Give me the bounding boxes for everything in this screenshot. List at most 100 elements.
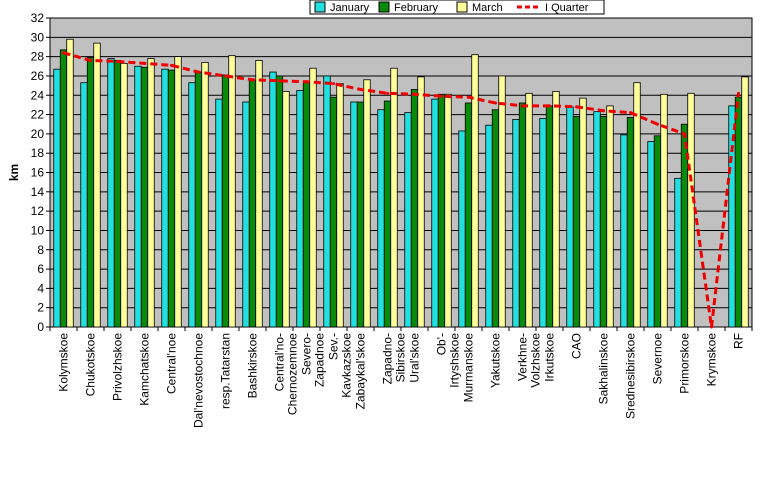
x-tick-label-rf: RF xyxy=(732,333,746,349)
x-tick-label-chukotskoe: Chukotskoe xyxy=(84,333,98,397)
x-tick-label-ob-irtyshskoe: Irtyshskoe xyxy=(448,333,462,388)
y-tick-label: 30 xyxy=(31,30,45,44)
bar-march-severo-zapadnoe xyxy=(309,67,317,328)
point-i-quarter-zapadno-sibirskoe xyxy=(386,91,389,95)
point-i-quarter-ob-irtyshskoe xyxy=(440,94,443,98)
point-i-quarter-krymskoe xyxy=(710,325,713,329)
y-tick-label: 6 xyxy=(37,262,44,276)
x-tick-label-murmanskoe: Murmanskoe xyxy=(462,333,476,403)
x-tick-label-ob-irtyshskoe: Ob'- xyxy=(435,333,449,355)
bar-march-irkutskoe xyxy=(552,90,560,328)
point-i-quarter-srednesibirskoe xyxy=(629,111,632,115)
bar-march-kolymskoe xyxy=(66,38,74,328)
x-tick-label-verkhne-volzhskoe: Verkhne- xyxy=(516,333,530,381)
bar-march-sakhalinskoe xyxy=(606,105,614,328)
bar-january-ob-irtyshskoe xyxy=(431,98,439,328)
y-tick-label: 20 xyxy=(31,127,45,141)
point-i-quarter-dal-nevostochnoe xyxy=(197,70,200,74)
bar-february-severnoe xyxy=(653,135,662,328)
legend-label-i-quarter: I Quarter xyxy=(545,2,589,14)
y-tick-label: 24 xyxy=(31,88,45,102)
bar-january-central-no-chernozemnoe xyxy=(269,71,277,328)
bar-march-ural-skoe xyxy=(417,76,425,328)
bar-march-central-noe xyxy=(174,56,182,328)
x-tick-label-cao: CAO xyxy=(570,333,584,359)
y-tick-label: 4 xyxy=(37,281,44,295)
bar-february-severo-zapadnoe xyxy=(302,82,311,328)
line-i-quarter xyxy=(63,51,740,328)
bar-march-zabaykal-skoe xyxy=(363,79,371,328)
x-tick-label-central-no-chernozemnoe: Chernozemnoe xyxy=(286,333,300,415)
bar-march-rf xyxy=(741,76,749,328)
y-tick-label: 10 xyxy=(31,223,45,237)
bar-february-dal-nevostochnoe xyxy=(194,71,203,328)
bar-february-rf xyxy=(734,96,743,328)
legend-label-january: January xyxy=(330,2,370,14)
bar-march-privolzhskoe xyxy=(120,62,128,328)
x-tick-label-sev-kavkazskoe: Sev.- xyxy=(327,333,341,360)
x-tick-label-severo-zapadnoe: Zapadnoe xyxy=(313,333,327,387)
point-i-quarter-verkhne-volzhskoe xyxy=(521,104,524,108)
bar-march-srednesibirskoe xyxy=(633,82,641,328)
bar-february-central-noe xyxy=(167,69,176,328)
bar-january-zapadno-sibirskoe xyxy=(377,109,385,328)
x-tick-label-irkutskoe: Irkutskoe xyxy=(543,333,557,382)
x-tick-label-severo-zapadnoe: Severo- xyxy=(300,333,314,375)
point-i-quarter-yakutskoe xyxy=(494,101,497,105)
bar-january-cao xyxy=(566,106,574,328)
bar-march-chukotskoe xyxy=(93,42,101,328)
x-tick-label-zapadno-sibirskoe: Sibirskoe xyxy=(394,333,408,383)
x-tick-label-verkhne-volzhskoe: Volzhskoe xyxy=(529,333,543,388)
x-tick-label-srednesibirskoe: Srednesibirskoe xyxy=(624,333,638,419)
bar-february-yakutskoe xyxy=(491,109,500,328)
bar-march-resp-tatarstan xyxy=(228,55,236,328)
point-i-quarter-central-no-chernozemnoe xyxy=(278,79,281,83)
x-tick-label-kamchatskoe: Kamchatskoe xyxy=(138,333,152,406)
bar-january-yakutskoe xyxy=(485,124,493,328)
bar-march-verkhne-volzhskoe xyxy=(525,92,533,328)
bar-january-ural-skoe xyxy=(404,112,412,328)
bar-january-zabaykal-skoe xyxy=(350,101,358,328)
point-i-quarter-cao xyxy=(575,105,578,109)
bar-january-verkhne-volzhskoe xyxy=(512,118,520,328)
bar-february-sev-kavkazskoe xyxy=(329,96,338,328)
x-tick-label-bashkirskoe: Bashkirskoe xyxy=(246,333,260,399)
bar-february-zabaykal-skoe xyxy=(356,101,365,328)
bar-january-dal-nevostochnoe xyxy=(188,82,196,328)
point-i-quarter-sev-kavkazskoe xyxy=(332,82,335,86)
bar-march-yakutskoe xyxy=(498,75,506,328)
bar-february-resp-tatarstan xyxy=(221,74,230,328)
point-i-quarter-chukotskoe xyxy=(89,58,92,62)
bar-january-srednesibirskoe xyxy=(620,134,628,328)
bar-february-kolymskoe xyxy=(59,49,68,328)
y-tick-label: 14 xyxy=(31,185,45,199)
legend-swatch-february xyxy=(378,1,390,13)
legend-swatch-march xyxy=(456,1,468,13)
point-i-quarter-sakhalinskoe xyxy=(602,109,605,113)
bar-february-kamchatskoe xyxy=(140,66,149,328)
x-tick-label-yakutskoe: Yakutskoe xyxy=(489,333,503,388)
bar-february-sakhalinskoe xyxy=(599,116,608,328)
x-tick-label-central-no-chernozemnoe: Central'no- xyxy=(273,333,287,391)
point-i-quarter-irkutskoe xyxy=(548,104,551,108)
bar-march-murmanskoe xyxy=(471,54,479,328)
bar-february-chukotskoe xyxy=(86,57,95,328)
point-i-quarter-kolymskoe xyxy=(62,51,65,55)
legend: January February March I Quarter xyxy=(309,0,605,15)
bar-january-privolzhskoe xyxy=(107,58,115,328)
y-tick-label: 32 xyxy=(31,11,45,25)
bar-march-primorskoe xyxy=(687,92,695,328)
y-tick-label: 18 xyxy=(31,146,45,160)
bar-february-cao xyxy=(572,116,581,328)
bar-february-verkhne-volzhskoe xyxy=(518,102,527,328)
x-tick-label-ural-skoe: Ural'skoe xyxy=(408,333,422,383)
point-i-quarter-severnoe xyxy=(656,122,659,126)
x-tick-label-zapadno-sibirskoe: Zapadno- xyxy=(381,333,395,384)
bar-january-kolymskoe xyxy=(53,68,61,328)
bar-march-zapadno-sibirskoe xyxy=(390,67,398,328)
legend-swatch-january xyxy=(314,1,326,13)
x-tick-label-dal-nevostochnoe: Dal'nevostochnoe xyxy=(192,333,206,428)
bar-january-bashkirskoe xyxy=(242,101,250,328)
